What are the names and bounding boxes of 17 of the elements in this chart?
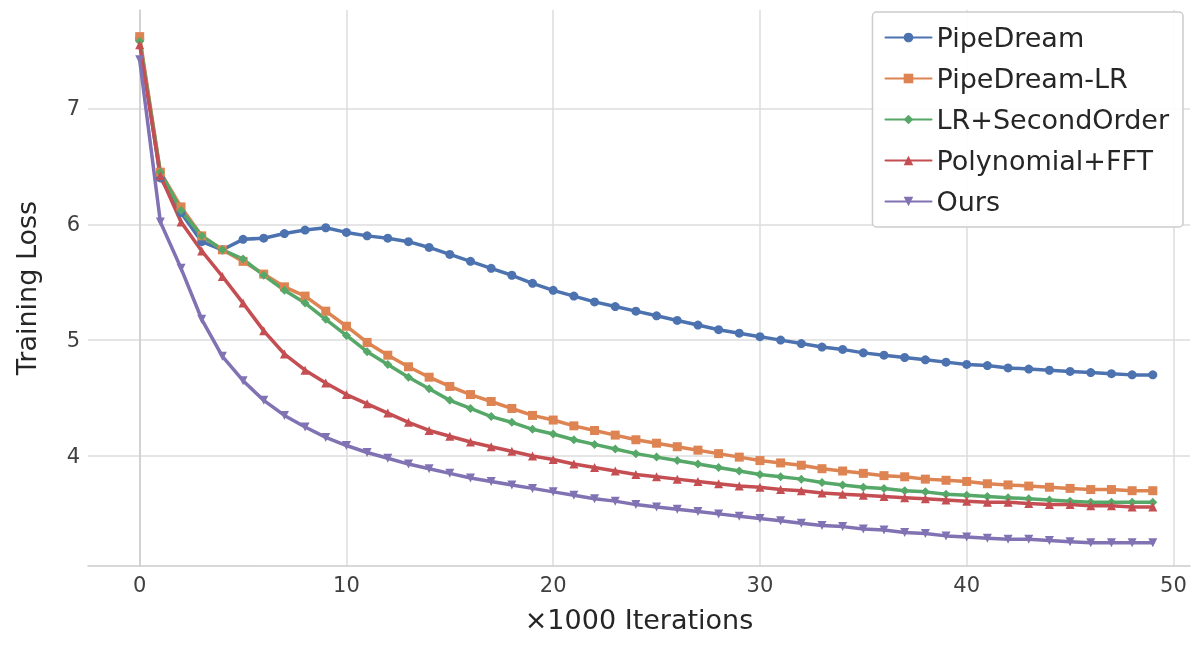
- legend-label: Ours: [936, 186, 1001, 217]
- x-tick-label: 20: [539, 572, 567, 597]
- y-tick-label: 4: [66, 443, 80, 468]
- x-tick-label: 30: [746, 572, 774, 597]
- legend-label: Polynomial+FFT: [936, 145, 1154, 176]
- x-tick-label: 40: [953, 572, 981, 597]
- legend-label: PipeDream-LR: [936, 63, 1128, 94]
- y-tick-label: 7: [66, 96, 80, 121]
- legend-label: LR+SecondOrder: [936, 104, 1170, 135]
- y-tick-label: 5: [66, 328, 80, 353]
- legend-label: PipeDream: [936, 22, 1085, 53]
- x-tick-label: 0: [133, 572, 147, 597]
- y-tick-label: 6: [66, 212, 80, 237]
- x-tick-label: 50: [1160, 572, 1187, 597]
- y-axis-title: Training Loss: [11, 200, 42, 377]
- x-tick-label: 10: [333, 572, 360, 597]
- x-axis-title: ×1000 Iterations: [524, 604, 754, 635]
